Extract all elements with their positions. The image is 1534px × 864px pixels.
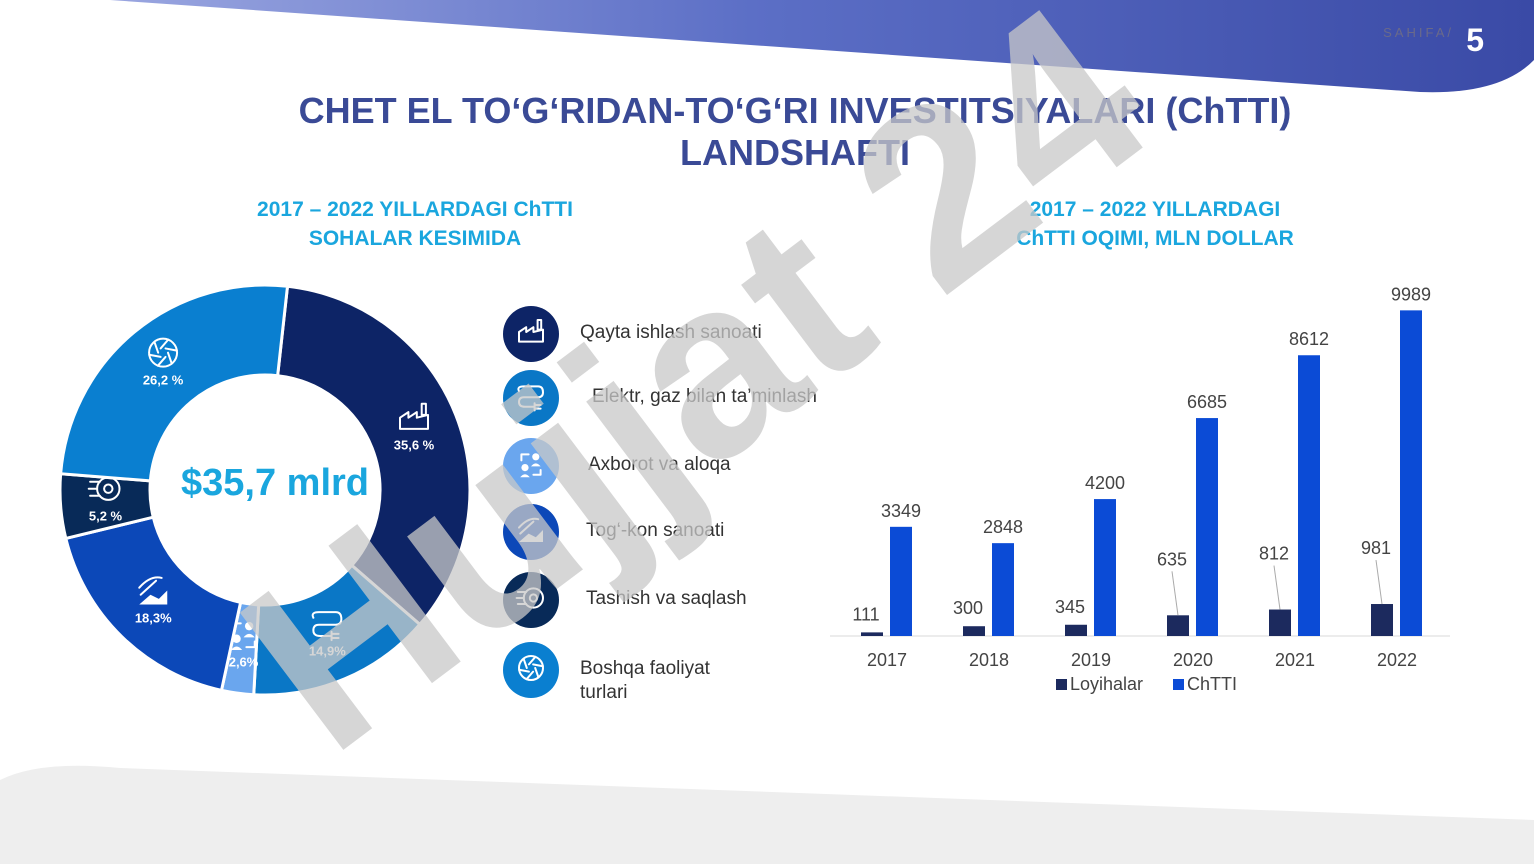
- bar-chtti: [1094, 499, 1116, 636]
- bar-value-label: 4200: [1085, 473, 1125, 493]
- bar-value-label: 300: [953, 598, 983, 618]
- donut-subtitle: 2017 – 2022 YILLARDAGI ChTTI SOHALAR KES…: [200, 195, 630, 253]
- bar-value-label: 635: [1157, 549, 1187, 569]
- plug-icon: [311, 611, 343, 642]
- bar-loyihalar: [1167, 615, 1189, 636]
- wheel-icon: [503, 572, 559, 628]
- bar-value-label: 2848: [983, 517, 1023, 537]
- donut-slice-label: 14,9%: [309, 643, 346, 658]
- bar-value-label: 345: [1055, 597, 1085, 617]
- label-leader: [1273, 565, 1281, 610]
- page-label: SAHIFA/: [1383, 25, 1454, 40]
- page-number: 5: [1466, 22, 1484, 58]
- legend-item: Axborot va aloqa: [502, 437, 862, 497]
- x-tick-label: 2019: [1071, 650, 1111, 670]
- donut-slice-label: 5,2 %: [89, 509, 123, 524]
- x-tick-label: 2017: [867, 650, 907, 670]
- legend-label: Axborot va aloqa: [588, 454, 731, 475]
- bar-loyihalar: [1269, 609, 1291, 636]
- donut-slice-label: 26,2 %: [143, 373, 184, 388]
- bar-loyihalar: [1065, 624, 1087, 636]
- page-title-line2: LANDSHAFTI: [680, 132, 910, 173]
- bar-value-label: 8612: [1289, 329, 1329, 349]
- bar-value-label: 6685: [1187, 392, 1227, 412]
- legend-label-chtti: ChTTI: [1187, 674, 1237, 694]
- label-leader: [1171, 571, 1179, 616]
- aperture-icon: [148, 337, 179, 368]
- legend-label: Boshqa faoliyat turlari: [580, 658, 710, 703]
- x-tick-label: 2022: [1377, 650, 1417, 670]
- legend-item: Tog‘-kon sanoati: [502, 503, 862, 563]
- bar-loyihalar: [1371, 604, 1393, 636]
- people-exchange-icon: [503, 438, 559, 494]
- label-leader: [1375, 559, 1383, 605]
- sector-donut-chart: 35,6 % 14,9% 2,6% 18,3% 5,2 % 26,2 %: [60, 285, 472, 697]
- page-title-line1: CHET EL TO‘G‘RIDAN-TO‘G‘RI INVESTITSIYAL…: [298, 90, 1292, 131]
- bar-subtitle-line2: ChTTI OQIMI, MLN DOLLAR: [1016, 227, 1294, 250]
- donut-subtitle-line2: SOHALAR KESIMIDA: [308, 227, 522, 250]
- legend-swatch-chtti: [1173, 679, 1184, 690]
- bar-value-label: 981: [1361, 538, 1391, 558]
- x-tick-label: 2021: [1275, 650, 1315, 670]
- legend-swatch-loyihalar: [1056, 679, 1067, 690]
- bar-chtti: [1196, 418, 1218, 636]
- bar-loyihalar: [963, 626, 985, 636]
- legend-label: Qayta ishlash sanoati: [580, 322, 762, 343]
- bar-value-label: 111: [852, 604, 879, 624]
- x-tick-label: 2018: [969, 650, 1009, 670]
- legend-label: Tog‘-kon sanoati: [586, 520, 725, 541]
- footer-band: [0, 765, 1534, 864]
- pickaxe-icon: [503, 504, 559, 560]
- legend-item: Qayta ishlash sanoati: [502, 305, 862, 365]
- factory-icon: [503, 306, 559, 362]
- bar-value-label: 9989: [1391, 284, 1431, 304]
- legend-item: Tashish va saqlash: [502, 571, 862, 631]
- bar-value-label: 3349: [881, 501, 921, 521]
- donut-center-total: $35,7 mlrd: [181, 462, 369, 504]
- donut-slice-label: 18,3%: [135, 611, 172, 626]
- bar-chtti: [890, 526, 912, 636]
- bar-chtti: [992, 543, 1014, 636]
- plug-icon: [503, 370, 559, 426]
- legend-label: Tashish va saqlash: [586, 588, 747, 609]
- x-tick-label: 2020: [1173, 650, 1213, 670]
- bar-loyihalar: [861, 632, 883, 636]
- donut-hole: [152, 377, 378, 603]
- donut-slice-label: 2,6%: [229, 655, 259, 670]
- legend-item: Boshqa faoliyat turlari: [502, 641, 862, 703]
- legend-item: Elektr, gaz bilan ta’minlash: [502, 369, 862, 429]
- bar-chtti: [1400, 310, 1422, 636]
- bar-subtitle: 2017 – 2022 YILLARDAGI ChTTI OQIMI, MLN …: [950, 195, 1360, 253]
- factory-icon: [399, 402, 430, 430]
- bar-chtti: [1298, 355, 1320, 636]
- legend-label: Elektr, gaz bilan ta’minlash: [592, 386, 817, 407]
- aperture-icon: [503, 642, 559, 698]
- fdi-bar-chart: 111 3349 2017 300 2848 2018 345 4200 2019 635 6685…: [830, 284, 1450, 694]
- pickaxe-icon: [138, 576, 168, 605]
- donut-slice: [60, 285, 290, 483]
- donut-slice-label: 35,6 %: [394, 438, 435, 453]
- donut-subtitle-line1: 2017 – 2022 YILLARDAGI ChTTI: [257, 198, 573, 221]
- bar-subtitle-line1: 2017 – 2022 YILLARDAGI: [1029, 198, 1281, 221]
- donut-slice: [275, 285, 472, 627]
- page-title: CHET EL TO‘G‘RIDAN-TO‘G‘RI INVESTITSIYAL…: [0, 90, 1534, 174]
- legend-label-loyihalar: Loyihalar: [1070, 674, 1143, 694]
- bar-value-label: 812: [1259, 544, 1289, 564]
- header-band: [110, 0, 1534, 93]
